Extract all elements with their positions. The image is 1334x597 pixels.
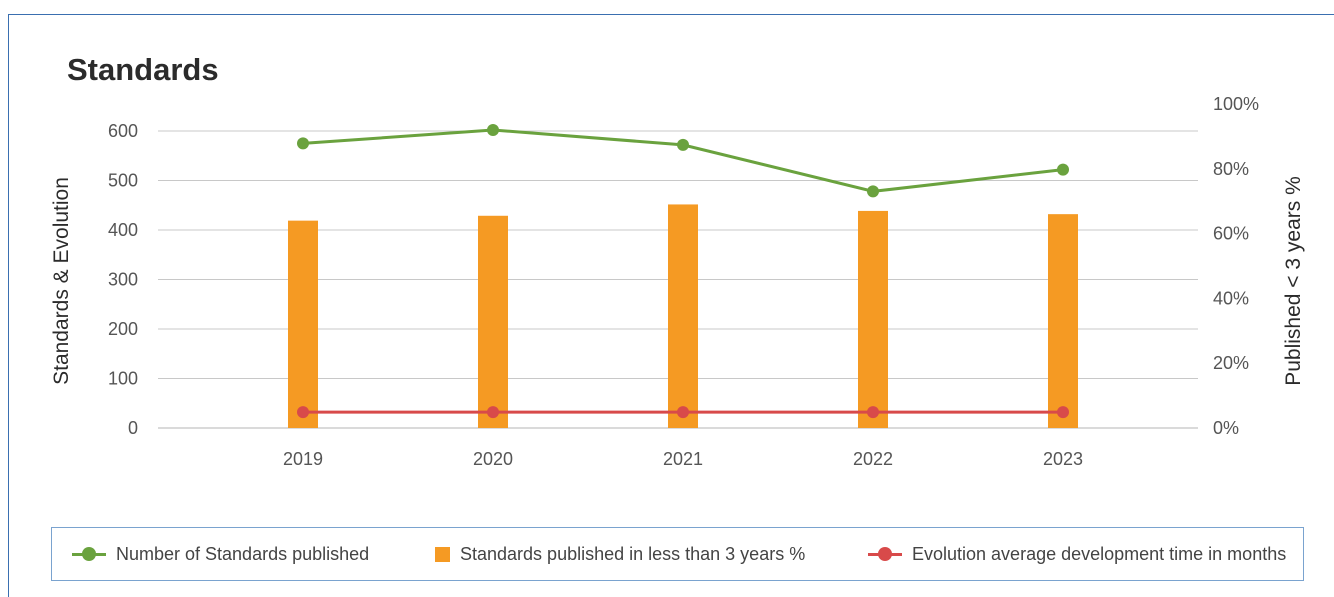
x-tick-label: 2019: [283, 449, 323, 469]
x-tick-label: 2022: [853, 449, 893, 469]
right-tick-label: 40%: [1213, 288, 1249, 308]
bar: [478, 215, 508, 428]
legend: Number of Standards published Standards …: [51, 527, 1304, 581]
x-tick-label: 2023: [1043, 449, 1083, 469]
right-tick-label: 0%: [1213, 418, 1239, 438]
bar: [1048, 214, 1078, 428]
point-development-time: [867, 406, 879, 419]
right-tick-label: 80%: [1213, 159, 1249, 179]
left-axis-title: Standards & Evolution: [50, 177, 73, 385]
point-standards-published: [297, 137, 309, 150]
left-tick-label: 300: [108, 270, 138, 290]
left-tick-label: 100: [108, 369, 138, 389]
legend-item-standards-published: Number of Standards published: [72, 528, 369, 580]
legend-item-published-under-3-years: Standards published in less than 3 years…: [435, 528, 805, 580]
chart-frame: [8, 14, 1334, 597]
chart-title: Standards: [67, 52, 219, 87]
left-tick-label: 400: [108, 220, 138, 240]
left-tick-label: 0: [128, 418, 138, 438]
left-tick-label: 500: [108, 171, 138, 191]
orange-square-icon: [435, 546, 450, 562]
bar: [288, 220, 318, 428]
point-standards-published: [1057, 163, 1069, 176]
point-development-time: [1057, 406, 1069, 419]
left-tick-label: 200: [108, 319, 138, 339]
right-axis-title: Published < 3 years %: [1282, 176, 1305, 386]
tick-layer: 0 100 200 300 400 500 600 0% 20% 40% 60% 80% 100% 201…: [108, 94, 1259, 469]
point-standards-published: [677, 138, 689, 151]
green-line-dot-icon: [72, 547, 106, 561]
x-tick-label: 2020: [473, 449, 513, 469]
x-tick-label: 2021: [663, 449, 703, 469]
point-development-time: [297, 406, 309, 419]
legend-item-development-time: Evolution average development time in mo…: [868, 528, 1286, 580]
right-tick-label: 100%: [1213, 94, 1259, 114]
legend-label: Evolution average development time in mo…: [912, 543, 1287, 564]
point-standards-published: [487, 124, 499, 137]
line-layer: [297, 124, 1069, 419]
bar: [668, 204, 698, 428]
point-development-time: [487, 406, 499, 419]
bar: [858, 210, 888, 428]
legend-label: Standards published in less than 3 years…: [460, 543, 806, 564]
bar-layer: [288, 204, 1078, 428]
right-tick-label: 60%: [1213, 224, 1249, 244]
left-tick-label: 600: [108, 121, 138, 141]
point-development-time: [677, 406, 689, 419]
legend-label: Number of Standards published: [116, 543, 370, 564]
point-standards-published: [867, 185, 879, 198]
red-line-dot-icon: [868, 547, 902, 561]
right-tick-label: 20%: [1213, 353, 1249, 373]
